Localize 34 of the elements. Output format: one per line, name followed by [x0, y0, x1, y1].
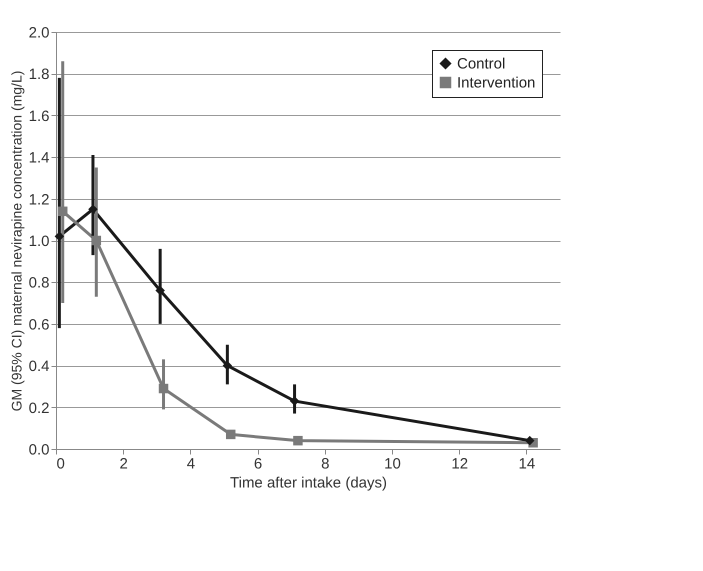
legend-label: Control [457, 56, 506, 72]
point [290, 396, 300, 406]
point [155, 286, 165, 296]
y-tick-label: 1.8 [28, 66, 50, 84]
y-tick-label: 2.0 [28, 24, 50, 42]
y-tick-label: 0.6 [28, 316, 50, 334]
y-tick-label: 0.2 [28, 400, 50, 417]
x-tick-label: 12 [451, 456, 468, 472]
x-tick-label: 10 [384, 456, 401, 472]
point [222, 360, 232, 370]
x-tick-label: 4 [186, 456, 196, 472]
point [54, 232, 64, 242]
y-tick-label: 0.8 [28, 274, 50, 292]
y-tick-label: 1.6 [28, 108, 50, 125]
y-tick-label: 0.4 [28, 358, 50, 376]
x-tick-label: 14 [518, 456, 536, 472]
point [525, 436, 535, 446]
point [293, 436, 303, 446]
x-tick-label: 6 [254, 456, 262, 472]
y-tick-label: 1.0 [28, 233, 50, 250]
point [88, 204, 98, 214]
y-tick-label: 1.2 [28, 191, 50, 208]
y-tick-label: 1.4 [28, 150, 50, 167]
point [226, 430, 236, 440]
y-tick-label: 0.0 [28, 442, 50, 458]
y-axis-title: GM (95% CI) maternal nevirapine concentration (mg/L) [8, 70, 25, 412]
point [158, 384, 168, 394]
point [58, 206, 68, 216]
x-tick-label: 8 [321, 456, 330, 472]
legend-label: Intervention [457, 74, 536, 92]
x-tick-label: 2 [120, 456, 128, 472]
point [92, 236, 102, 246]
x-tick-label: 0 [56, 456, 65, 472]
x-axis-title: Time after intake (days) [230, 474, 387, 492]
